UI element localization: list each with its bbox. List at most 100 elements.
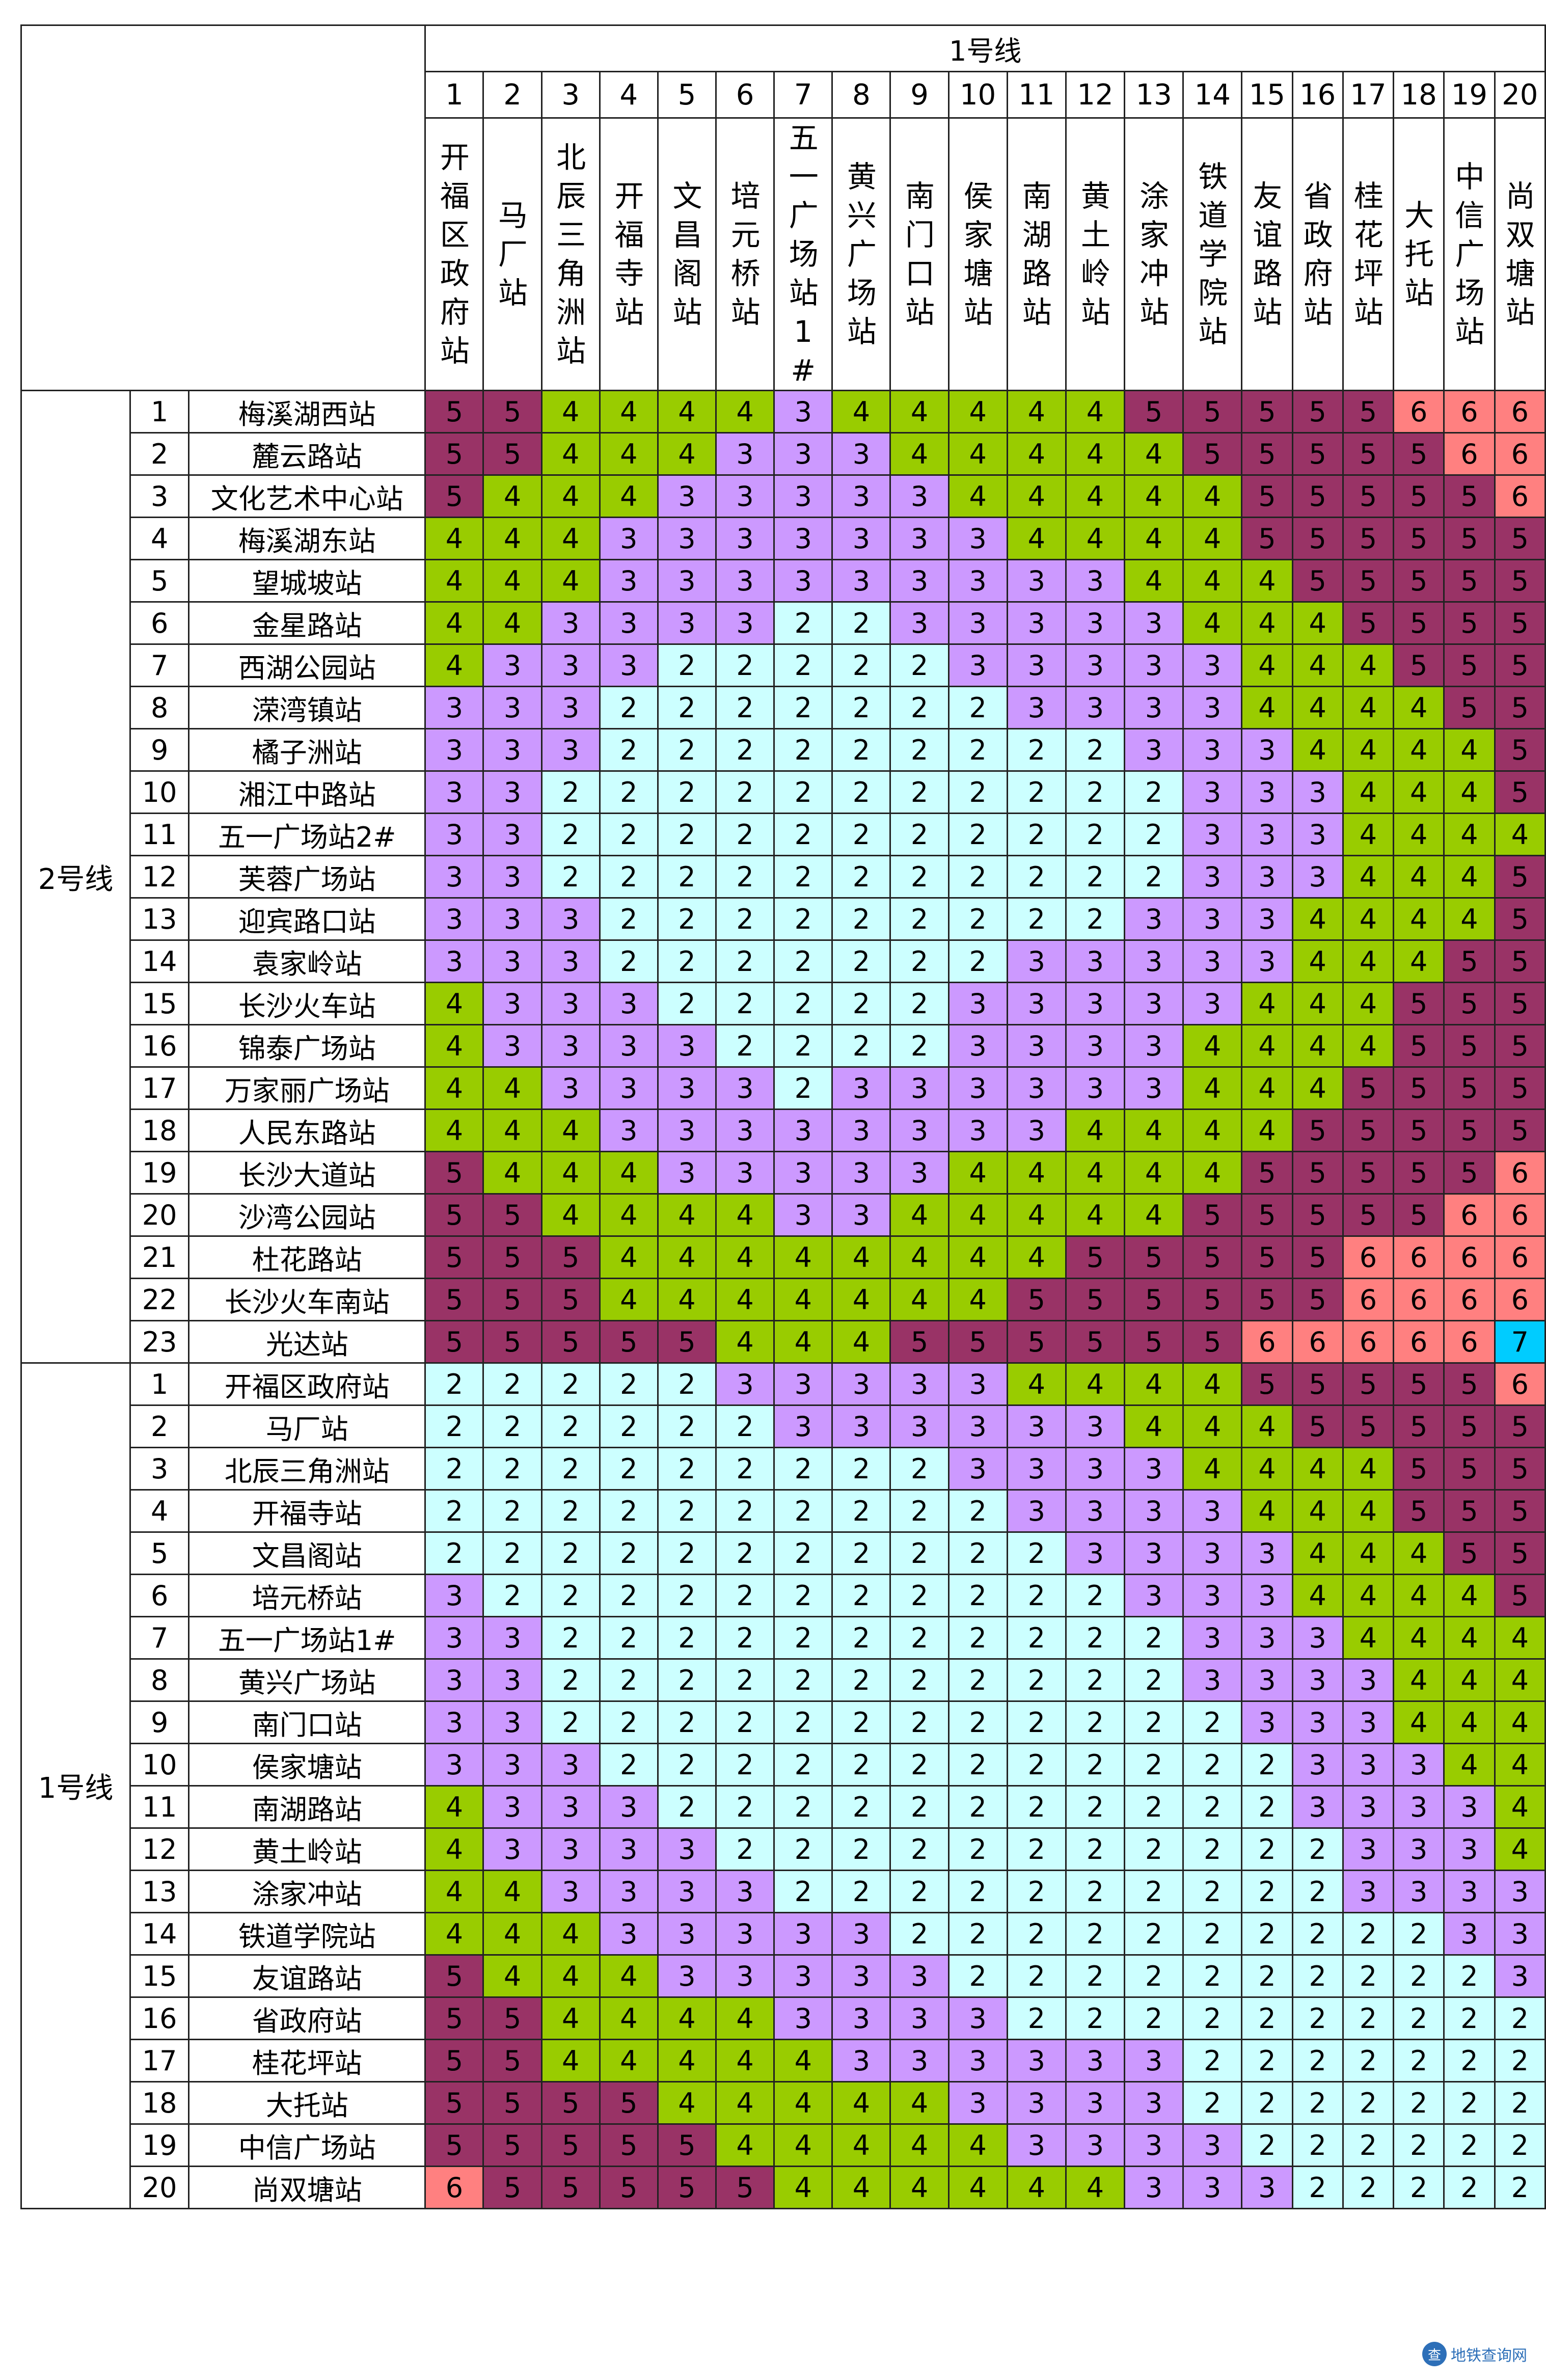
fare-cell: 4 [715,2081,775,2125]
row-station-number: 10 [129,770,190,814]
fare-cell: 2 [715,897,775,941]
fare-cell: 2 [657,728,717,772]
row-station-number: 5 [129,559,190,603]
fare-cell: 4 [424,601,484,645]
row-station-number: 8 [129,686,190,729]
fare-cell: 2 [831,897,891,941]
fare-cell: 2 [1182,1785,1243,1829]
fare-cell: 3 [715,1870,775,1913]
fare-cell: 4 [1393,1700,1445,1744]
row-station-number: 20 [129,1193,190,1237]
fare-cell: 4 [1443,1616,1496,1660]
fare-cell: 4 [1065,2166,1126,2209]
table-row: 20 尚双塘站 6 5 5 5 5 5 4 4 4 4 4 4 3 3 3 2 2 2 2 2 [21,2166,1546,2209]
fare-cell: 3 [889,1362,950,1406]
column-number: 13 [1124,71,1184,119]
fare-cell: 2 [1393,1912,1445,1956]
row-station-number: 9 [129,728,190,772]
fare-cell: 4 [947,390,1008,434]
fare-cell: 3 [1291,1700,1344,1744]
fare-cell: 2 [889,1024,950,1068]
fare-cell: 5 [424,432,484,476]
fare-cell: 4 [599,1996,659,2040]
fare-cell: 3 [657,601,717,645]
fare-cell: 3 [1006,1024,1067,1068]
fare-cell: 4 [715,2039,775,2082]
fare-cell: 3 [715,432,775,476]
row-station-name: 梅溪湖东站 [188,517,426,560]
fare-cell: 3 [1124,601,1184,645]
fare-cell: 3 [1182,728,1243,772]
fare-cell: 2 [1393,1996,1445,2040]
fare-matrix-table: 1号线 1 2 3 4 5 6 7 8 9 10 11 12 13 14 15 16 17 18 19 20 开福区政府站… [20,24,1546,2209]
column-station-cell: 开福寺站 [599,117,659,391]
fare-cell: 3 [1241,770,1293,814]
fare-cell: 5 [482,2081,543,2125]
column-station-cell: 铁道学院站 [1182,117,1243,391]
fare-cell: 3 [1124,939,1184,983]
fare-cell: 5 [1443,643,1496,687]
fare-cell: 4 [1006,1151,1067,1195]
fare-cell: 2 [715,1785,775,1829]
fare-cell: 2 [715,728,775,772]
fare-cell: 4 [1393,1658,1445,1702]
row-station-name: 马厂站 [188,1404,426,1448]
table-row: 16 省政府站 5 5 4 4 4 4 3 3 3 3 2 2 2 2 2 2 2 2 2 2 [21,1996,1546,2040]
fare-cell: 4 [1241,1066,1293,1110]
fare-cell: 2 [773,813,833,856]
fare-cell: 2 [1393,2166,1445,2209]
column-station-cell: 培元桥站 [715,117,775,391]
fare-cell: 2 [540,770,601,814]
fare-cell: 2 [889,1785,950,1829]
fare-cell: 2 [831,1870,891,1913]
fare-cell: 3 [599,1066,659,1110]
fare-cell: 4 [1241,1024,1293,1068]
fare-cell: 3 [715,1151,775,1195]
fare-cell: 3 [1182,643,1243,687]
fare-cell: 4 [1393,728,1445,772]
fare-cell: 2 [773,897,833,941]
fare-cell: 3 [1182,2123,1243,2167]
fare-cell: 2 [1124,1996,1184,2040]
fare-cell: 2 [1065,1996,1126,2040]
fare-cell: 2 [657,1531,717,1575]
fare-cell: 2 [1124,855,1184,899]
column-station-cell: 涂家冲站 [1124,117,1184,391]
fare-cell: 2 [1494,2081,1546,2125]
fare-cell: 3 [1241,897,1293,941]
row-station-name: 文昌阁站 [188,1531,426,1575]
fare-cell: 5 [1291,474,1344,518]
row-station-number: 10 [129,1743,190,1787]
fare-cell: 5 [482,1320,543,1364]
fare-cell: 3 [947,1404,1008,1448]
fare-cell: 5 [424,1235,484,1279]
fare-cell: 4 [1342,770,1395,814]
fare-cell: 5 [1182,390,1243,434]
fare-cell: 3 [715,1954,775,1998]
fare-cell: 3 [1124,2039,1184,2082]
fare-cell: 5 [1124,1235,1184,1279]
fare-cell: 2 [1342,2081,1395,2125]
column-number: 3 [540,71,601,119]
fare-cell: 2 [482,1447,543,1491]
row-station-number: 22 [129,1278,190,1321]
fare-cell: 3 [1124,982,1184,1025]
fare-cell: 2 [715,1024,775,1068]
fare-cell: 4 [1342,982,1395,1025]
fare-cell: 2 [1006,897,1067,941]
fare-cell: 3 [1443,1912,1496,1956]
table-row: 9 南门口站 3 3 2 2 2 2 2 2 2 2 2 2 2 2 3 3 3 4 4 4 [21,1700,1546,1744]
fare-cell: 5 [1342,517,1395,560]
fare-cell: 4 [1124,1108,1184,1152]
fare-cell: 3 [1124,1489,1184,1533]
fare-cell: 5 [482,1235,543,1279]
fare-cell: 4 [1065,474,1126,518]
row-station-name: 锦泰广场站 [188,1024,426,1068]
fare-cell: 2 [773,1785,833,1829]
column-number: 10 [947,71,1008,119]
fare-cell: 2 [1291,1827,1344,1871]
fare-cell: 6 [1443,390,1496,434]
row-station-name: 湘江中路站 [188,770,426,814]
fare-cell: 3 [1342,1658,1395,1702]
fare-cell: 2 [947,728,1008,772]
